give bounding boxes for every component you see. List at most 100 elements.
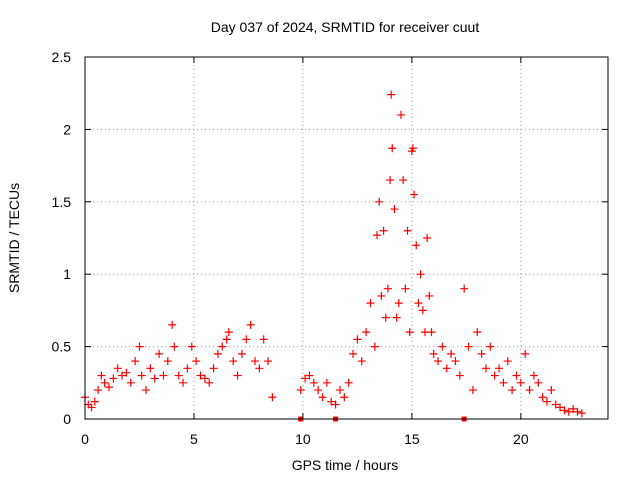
data-point: [490, 371, 499, 380]
data-point: [383, 284, 392, 293]
x-tick-label: 15: [404, 431, 420, 447]
data-point: [163, 357, 172, 366]
data-point: [296, 386, 305, 395]
data-point: [403, 226, 412, 235]
data-point: [362, 328, 371, 337]
data-point: [90, 397, 99, 406]
y-tick-label: 0: [63, 411, 71, 427]
data-point: [564, 407, 573, 416]
data-point: [412, 241, 421, 250]
data-point: [410, 190, 419, 199]
data-point: [577, 409, 586, 418]
data-point: [529, 371, 538, 380]
data-point: [94, 386, 103, 395]
data-point: [264, 357, 273, 366]
data-point: [373, 231, 382, 240]
data-point: [573, 407, 582, 416]
data-point: [394, 299, 403, 308]
data-point: [327, 397, 336, 406]
data-point: [146, 364, 155, 373]
data-point: [155, 349, 164, 358]
data-point: [379, 226, 388, 235]
y-tick-label: 1.5: [52, 194, 72, 210]
data-point: [305, 371, 314, 380]
y-tick-label: 2.5: [52, 49, 72, 65]
data-point: [468, 386, 477, 395]
grid-lines: [85, 57, 608, 419]
y-tick-label: 2: [63, 121, 71, 137]
data-point: [314, 386, 323, 395]
data-point: [192, 357, 201, 366]
data-point: [418, 306, 427, 315]
data-point: [495, 364, 504, 373]
data-point: [427, 328, 436, 337]
y-tick-label: 1: [63, 266, 71, 282]
data-point: [477, 349, 486, 358]
data-point: [322, 378, 331, 387]
data-point: [218, 342, 227, 351]
data-point: [534, 378, 543, 387]
data-point: [525, 386, 534, 395]
data-point: [377, 291, 386, 300]
data-point: [174, 371, 183, 380]
data-point: [237, 349, 246, 358]
data-point: [104, 383, 113, 392]
data-point: [399, 176, 408, 185]
data-point: [335, 386, 344, 395]
data-point: [486, 342, 495, 351]
data-point: [455, 371, 464, 380]
data-point: [222, 335, 231, 344]
data-point: [229, 357, 238, 366]
data-point: [150, 374, 159, 383]
data-point: [516, 378, 525, 387]
data-point: [451, 357, 460, 366]
data-point: [309, 378, 318, 387]
x-tick-label: 20: [513, 431, 529, 447]
data-point: [547, 386, 556, 395]
data-point: [442, 364, 451, 373]
data-point: [179, 378, 188, 387]
data-point: [318, 393, 327, 402]
data-point: [396, 110, 405, 119]
data-point: [137, 371, 146, 380]
y-axis-label: SRMTID / TECUs: [6, 183, 22, 293]
data-point: [170, 342, 179, 351]
data-point: [97, 371, 106, 380]
data-point: [473, 328, 482, 337]
data-point: [340, 393, 349, 402]
data-point: [331, 400, 340, 409]
data-point: [569, 404, 578, 413]
x-tick-label: 0: [81, 431, 89, 447]
data-point: [416, 270, 425, 279]
data-point: [126, 378, 135, 387]
data-point: [246, 320, 255, 329]
data-point: [429, 349, 438, 358]
x-axis-label: GPS time / hours: [292, 457, 399, 473]
data-point: [366, 299, 375, 308]
data-point: [481, 364, 490, 373]
data-point: [301, 374, 310, 383]
data-point: [268, 393, 277, 402]
data-point: [100, 378, 109, 387]
data-point: [447, 349, 456, 358]
data-point: [503, 357, 512, 366]
data-point: [159, 371, 168, 380]
data-point: [118, 371, 127, 380]
data-point: [183, 364, 192, 373]
data-point: [551, 400, 560, 409]
data-point: [390, 205, 399, 214]
data-point: [538, 393, 547, 402]
data-point: [512, 371, 521, 380]
data-point: [392, 313, 401, 322]
data-point: [113, 364, 122, 373]
data-point: [200, 374, 209, 383]
data-point: [213, 349, 222, 358]
chart-title: Day 037 of 2024, SRMTID for receiver cuu…: [211, 19, 480, 35]
data-point: [224, 328, 233, 337]
data-point: [344, 378, 353, 387]
data-point: [401, 284, 410, 293]
data-point: [521, 349, 530, 358]
data-point: [405, 328, 414, 337]
